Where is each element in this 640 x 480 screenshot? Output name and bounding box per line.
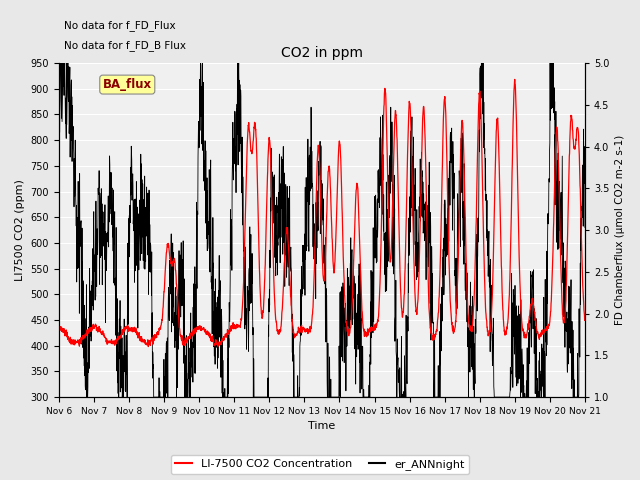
- Y-axis label: FD Chamberflux (μmol CO2 m-2 s-1): FD Chamberflux (μmol CO2 m-2 s-1): [615, 135, 625, 325]
- Text: BA_flux: BA_flux: [103, 78, 152, 91]
- Title: CO2 in ppm: CO2 in ppm: [281, 47, 363, 60]
- Y-axis label: LI7500 CO2 (ppm): LI7500 CO2 (ppm): [15, 179, 25, 281]
- Legend: LI-7500 CO2 Concentration, er_ANNnight: LI-7500 CO2 Concentration, er_ANNnight: [171, 455, 469, 474]
- Text: No data for f_FD_B Flux: No data for f_FD_B Flux: [64, 40, 186, 50]
- Text: No data for f_FD_Flux: No data for f_FD_Flux: [64, 20, 176, 31]
- X-axis label: Time: Time: [308, 421, 335, 432]
